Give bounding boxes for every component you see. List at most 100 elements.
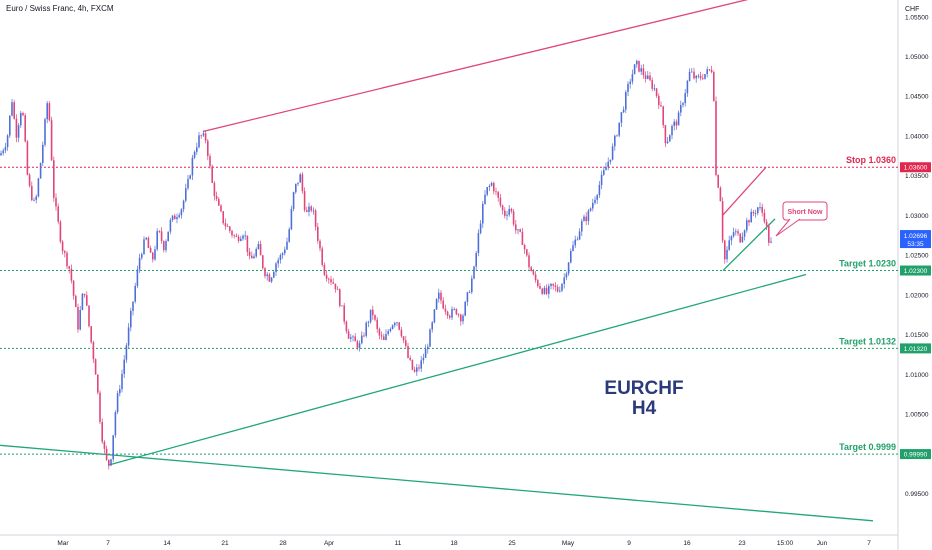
candle-body [325,274,328,279]
candle-body [185,188,187,201]
candle-body [737,231,739,234]
candle-body [669,135,671,142]
candle-body [132,301,134,311]
candle-body [594,199,596,203]
candle-body [376,319,378,329]
candle-body [114,412,117,436]
candle-body [319,240,321,249]
candle-body [697,75,700,77]
candle-body [409,357,411,360]
candle-body [468,292,471,293]
y-tick-label: 1.04500 [905,94,929,101]
level-price-tag-text: 1.02300 [904,268,928,275]
candle-body [391,325,394,329]
y-tick-label: 1.03000 [905,213,929,220]
candle-body [614,135,616,147]
candle-body [501,205,504,211]
candle-body [763,212,766,222]
candle-body [759,206,761,208]
candle-body [405,340,407,346]
candle-body [682,103,684,106]
candle-body [565,273,568,278]
candle-body [321,248,323,265]
candle-body [149,248,152,253]
candle-body [475,252,477,267]
candle-body [675,121,678,126]
candle-body [396,322,398,324]
candle-body [257,244,260,250]
watermark-timeframe: H4 [631,398,657,419]
candle-body [290,209,293,230]
candle-body [369,309,372,323]
x-tick-label: Jun [817,540,828,547]
candle-body [754,213,757,214]
level-price-tag [900,162,931,173]
candle-body [704,74,706,79]
x-tick-label: 15:00 [777,540,794,547]
y-tick-label: 1.05500 [905,14,929,21]
candle-body [286,241,288,250]
candle-body [264,268,266,277]
candle-body [31,185,33,201]
x-tick-label: 7 [106,540,110,547]
candle-body [92,342,95,360]
candle-body [297,182,299,184]
candle-body [453,308,455,310]
candle-body [695,75,697,79]
candle-body [332,282,334,284]
candle-body [350,337,352,339]
candle-body [284,249,286,254]
candle-body [383,336,385,340]
candle-body [653,88,656,90]
candle-body [339,289,341,307]
candle-body [0,153,2,156]
y-axis: 0.995001.000001.005001.010001.015001.020… [905,14,929,498]
candle-body [207,140,209,157]
candle-body [334,283,337,290]
candle-body [407,345,409,358]
candle-body [387,331,389,334]
candle-body [231,230,233,236]
candle-body [90,326,92,343]
candle-body [394,322,396,326]
level-label: Target 0.9999 [839,442,896,452]
candle-body [191,157,194,176]
candle-body [70,268,73,281]
candle-body [193,151,196,158]
candle-body [713,72,715,102]
candle-body [455,308,458,315]
candle-body [541,288,543,294]
candle-body [473,266,475,279]
candle-body [517,229,519,231]
candle-body [629,81,631,84]
candle-body [187,178,189,189]
candle-body [345,321,348,332]
candle-body [741,236,744,243]
candle-body [539,286,541,289]
candle-body [165,241,167,251]
candle-body [378,328,381,336]
candle-body [702,78,704,79]
candle-body [112,435,114,460]
candle-body [198,135,200,148]
candle-body [275,263,277,273]
candle-body [530,267,532,272]
candle-body [178,215,180,218]
candle-body [97,374,99,393]
x-tick-label: 18 [450,540,458,547]
y-tick-label: 1.01500 [905,332,929,339]
candle-body [130,310,132,328]
candle-body [574,239,576,246]
candle-body [671,125,673,136]
candle-body [603,170,605,175]
candle-body [341,305,343,307]
candle-body [563,277,565,284]
candle-body [589,208,592,211]
candle-body [196,147,198,152]
candle-body [134,285,136,302]
candle-body [552,283,554,286]
current-price-text: 1.02696 [904,233,928,240]
candle-body [20,112,22,126]
y-tick-label: 1.04000 [905,133,929,140]
candle-body [464,301,466,316]
